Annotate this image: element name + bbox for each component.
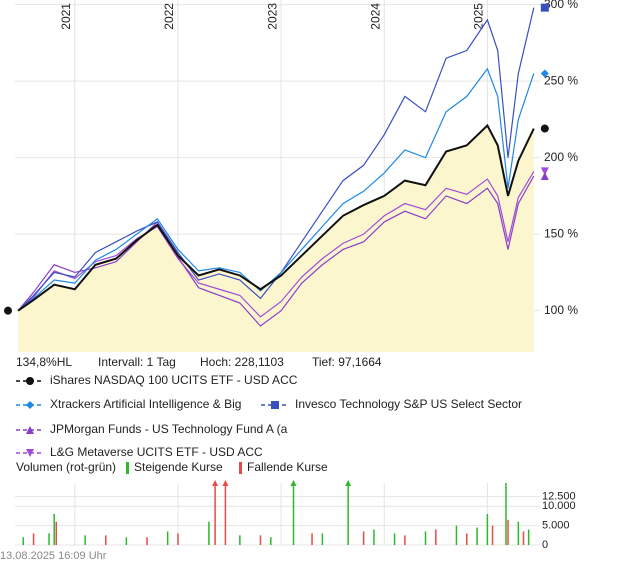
- marker: [4, 306, 12, 315]
- marker: [540, 124, 549, 133]
- volume-bar: [239, 535, 241, 545]
- volume-bar: [48, 533, 50, 545]
- volume-bar: [505, 483, 507, 545]
- legend-label: L&G Metaverse UCITS ETF - USD ACC: [50, 445, 263, 459]
- y-tick-label: 200 %: [544, 150, 578, 164]
- volume-title: Volumen (rot-grün): [16, 460, 116, 474]
- volume-bar: [491, 525, 494, 545]
- volume-bar: [22, 537, 25, 545]
- y-tick-label: 250 %: [544, 73, 578, 87]
- header-item: Tief: 97,1664: [312, 355, 382, 369]
- volume-bar: [393, 533, 396, 545]
- overflow-arrow: [290, 480, 297, 486]
- legend-swatch: [239, 462, 242, 474]
- header-item: Hoch: 228,1103: [200, 355, 284, 369]
- y-tick-label: 300 %: [544, 0, 578, 11]
- x-tick-label: 2023: [265, 3, 279, 30]
- volume-bar: [53, 514, 55, 545]
- marker: [26, 401, 34, 409]
- volume-bar: [476, 527, 478, 545]
- volume-bar: [105, 535, 107, 545]
- x-tick-label: 2024: [368, 3, 382, 30]
- volume-bar: [292, 483, 295, 545]
- y-tick-label: 12.500: [542, 490, 576, 502]
- volume-bar: [424, 531, 427, 545]
- marker: [540, 69, 549, 78]
- marker: [540, 172, 549, 180]
- x-tick-label: 2025: [472, 3, 486, 30]
- marker: [26, 426, 34, 434]
- legend-label: Fallende Kurse: [247, 460, 328, 474]
- volume-bar: [435, 529, 437, 545]
- volume-bar: [224, 483, 227, 545]
- header-item: Intervall: 1 Tag: [98, 355, 176, 369]
- overflow-arrow: [345, 480, 352, 486]
- legend-label: Steigende Kurse: [134, 460, 223, 474]
- legend-label: Xtrackers Artificial Intelligence & Big: [50, 397, 241, 411]
- volume-bar: [125, 537, 128, 545]
- header-item: 134,8%HL: [16, 355, 72, 369]
- volume-bar: [486, 514, 489, 545]
- volume-bar: [466, 533, 468, 545]
- overflow-arrow: [212, 480, 219, 486]
- volume-bar: [146, 537, 148, 545]
- y-tick-label: 10.000: [542, 500, 576, 512]
- volume-bar: [270, 537, 272, 545]
- volume-bar: [455, 525, 458, 545]
- volume-bar: [347, 483, 349, 545]
- line: [17, 175, 535, 327]
- x-tick-label: 2021: [59, 3, 73, 30]
- volume-bar: [311, 533, 313, 545]
- volume-bar: [84, 535, 86, 545]
- volume-bar: [373, 529, 375, 545]
- volume-bar: [177, 533, 179, 545]
- marker: [540, 3, 549, 12]
- timestamp: 13.08.2025 16:09 Uhr: [0, 550, 107, 562]
- marker: [26, 449, 34, 457]
- marker: [26, 377, 34, 385]
- volume-bar: [166, 531, 169, 545]
- volume-bar: [259, 535, 262, 545]
- legend-label: Invesco Technology S&P US Select Sector: [295, 397, 522, 411]
- x-tick-label: 2022: [162, 3, 176, 30]
- volume-bar: [404, 535, 406, 545]
- volume-bar: [507, 519, 509, 545]
- area: [18, 125, 534, 352]
- volume-bar: [527, 529, 530, 545]
- volume-bar: [517, 521, 520, 545]
- line: [17, 123, 535, 312]
- volume-bar: [214, 483, 216, 545]
- line: [17, 67, 535, 312]
- overflow-arrow: [222, 480, 229, 486]
- volume-bar: [55, 521, 58, 545]
- volume-bar: [32, 533, 35, 545]
- y-tick-label: 0: [542, 539, 548, 551]
- y-tick-label: 100 %: [544, 303, 578, 317]
- line: [17, 7, 535, 312]
- marker: [271, 401, 279, 409]
- volume-bar: [208, 521, 210, 545]
- legend-label: JPMorgan Funds - US Technology Fund A (a: [50, 422, 288, 436]
- legend-label: iShares NASDAQ 100 UCITS ETF - USD ACC: [50, 373, 298, 387]
- volume-frame: [15, 483, 540, 545]
- volume-bar: [522, 531, 525, 545]
- line: [17, 171, 535, 318]
- volume-bar: [321, 533, 324, 545]
- legend-swatch: [126, 462, 129, 474]
- y-tick-label: 5.000: [542, 520, 570, 532]
- volume-bar: [362, 531, 365, 545]
- y-tick-label: 150 %: [544, 226, 578, 240]
- marker: [540, 167, 549, 176]
